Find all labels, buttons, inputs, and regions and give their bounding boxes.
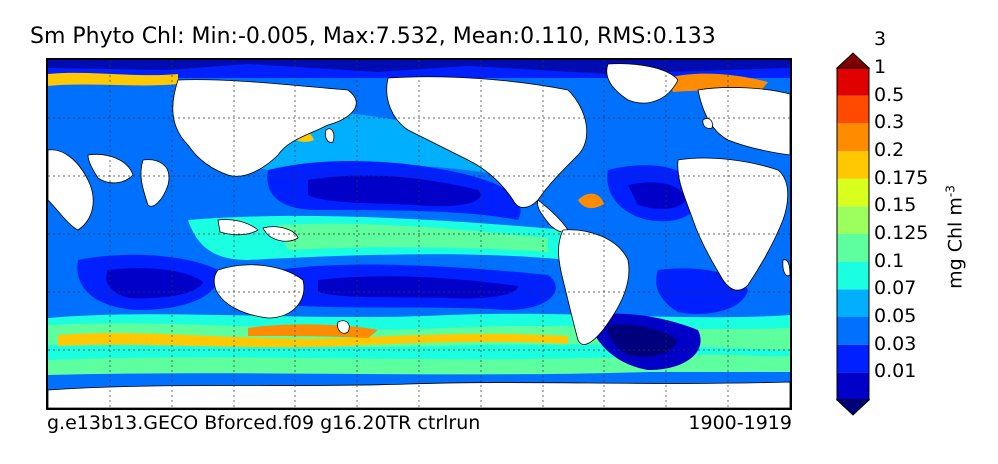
plot-title: Sm Phyto Chl: Min:-0.005, Max:7.532, Mea… <box>30 24 716 49</box>
colorbar-tick-label: 3 <box>874 28 887 51</box>
colorbar-tick-label: 0.15 <box>874 194 917 217</box>
colorbar-tick-label: 1 <box>874 56 887 78</box>
colorbar-segment <box>837 317 869 345</box>
colorbar-segment <box>837 95 869 124</box>
colorbar-segment <box>837 123 869 151</box>
chlorophyll-map <box>48 60 790 408</box>
colorbar-segment <box>837 289 869 317</box>
colorbar-segment <box>837 344 869 373</box>
colorbar-tick-label: 0.1 <box>874 249 905 272</box>
colorbar-tick-label: 0.05 <box>874 305 917 327</box>
colorbar-tick-label: 0.3 <box>874 111 905 134</box>
colorbar-segment <box>837 261 869 290</box>
period-label: 1900-1919 <box>688 412 792 434</box>
colorbar-segment <box>837 151 869 179</box>
colorbar-tick-label: 0.2 <box>874 139 905 161</box>
colorbar-segment <box>837 234 869 262</box>
run-name-label: g.e13b13.GECO Bforced.f09 g16.20TR ctrlr… <box>47 412 481 434</box>
colorbar-extend-min <box>836 399 870 416</box>
colorbar-tick-label: 0.01 <box>874 360 917 383</box>
colorbar-tick-label: 0.03 <box>874 332 917 355</box>
colorbar-segment <box>837 178 869 207</box>
colorbar-tick-label: 0.5 <box>874 83 905 106</box>
colorbar-segment <box>837 372 869 400</box>
colorbar-tick-label: 0.175 <box>874 166 929 189</box>
colorbar-tick-label: 0.07 <box>874 277 917 300</box>
colorbar-segment <box>837 68 869 96</box>
colorbar-unit-label: mg Chl m-3 <box>943 185 967 289</box>
map-panel <box>46 58 792 410</box>
colorbar-extend-max <box>836 52 870 69</box>
colorbar-segment <box>837 206 869 234</box>
colorbar-tick-label: 0.125 <box>874 222 929 244</box>
colorbar <box>836 52 870 416</box>
colorbar-frame <box>836 67 870 401</box>
